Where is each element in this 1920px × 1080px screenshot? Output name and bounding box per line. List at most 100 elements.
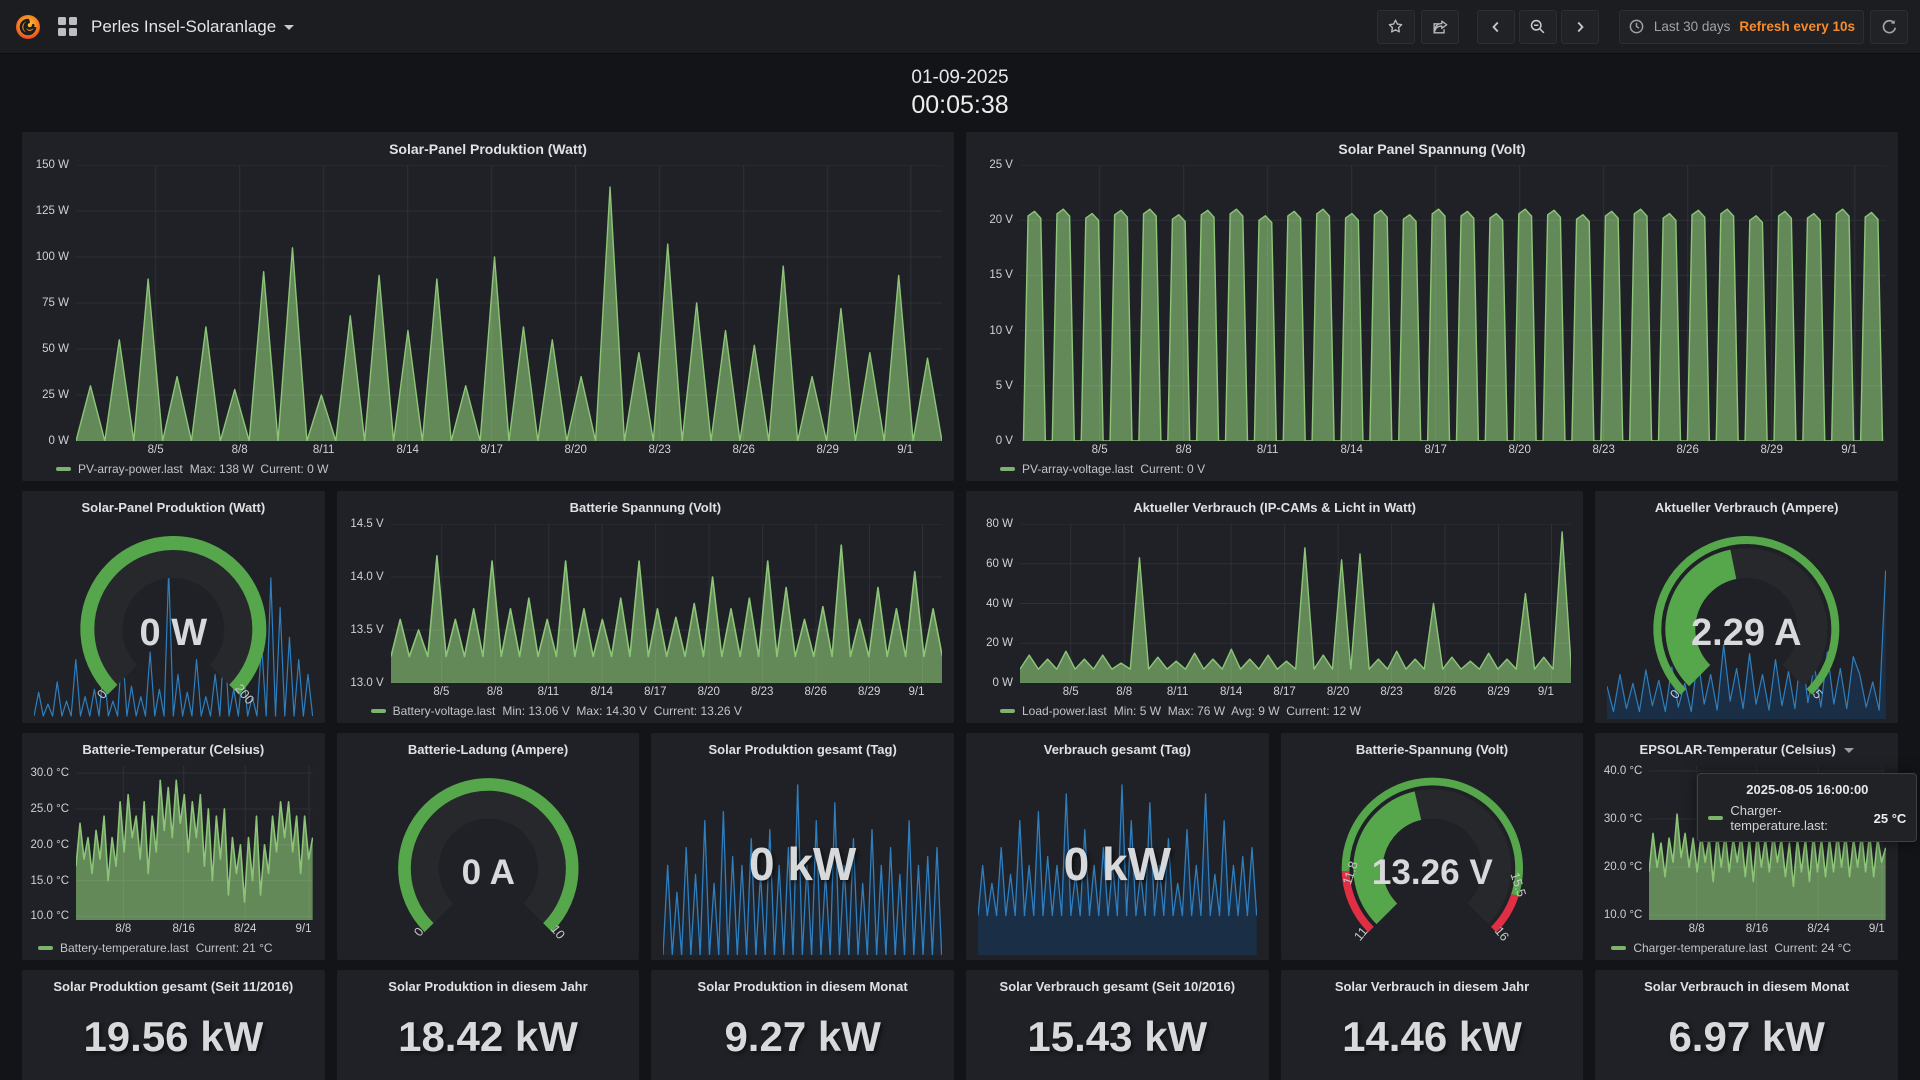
panel-title[interactable]: Solar Produktion gesamt (Tag) bbox=[708, 742, 897, 757]
top-bar: Perles Insel-Solaranlage bbox=[0, 0, 1920, 54]
stat-panel-consumption-year: Solar Verbrauch in diesem Jahr 14.46 kW bbox=[1280, 970, 1584, 1080]
dashboard-title-picker[interactable]: Perles Insel-Solaranlage bbox=[91, 17, 295, 37]
series-color-dash bbox=[1611, 945, 1627, 950]
legend[interactable]: PV-array-voltage.last Current: 0 V bbox=[974, 458, 1890, 479]
star-button[interactable] bbox=[1376, 9, 1415, 44]
tooltip-value: 25 °C bbox=[1873, 810, 1907, 826]
stat-panel-consumption-month: Solar Verbrauch in diesem Monat 6.97 kW bbox=[1595, 970, 1898, 1080]
series-color-dash bbox=[999, 708, 1015, 713]
legend[interactable]: PV-array-power.last Max: 138 W Current: … bbox=[30, 458, 946, 479]
series-stats: Current: 0 V bbox=[1140, 461, 1206, 476]
panel-title[interactable]: Solar Produktion in diesem Jahr bbox=[388, 979, 588, 994]
series-stats: Min: 13.06 V Max: 14.30 V Current: 13.26… bbox=[502, 703, 742, 718]
chevron-left-icon bbox=[1492, 21, 1499, 32]
svg-text:11: 11 bbox=[1351, 924, 1370, 943]
time-range-label: Last 30 days bbox=[1653, 19, 1731, 34]
battery-temperature-chart[interactable]: 30.0 °C 25.0 °C 20.0 °C 15.0 °C 10.0 °C 8/8 8/… bbox=[30, 767, 313, 935]
clock-time: 00:05:38 bbox=[911, 91, 1009, 119]
series-name[interactable]: Load-power.last bbox=[1021, 703, 1107, 718]
svg-text:11.8: 11.8 bbox=[1340, 859, 1361, 886]
time-range-picker[interactable]: Last 30 days Refresh every 10s bbox=[1618, 9, 1864, 44]
share-button[interactable] bbox=[1420, 9, 1459, 44]
legend[interactable]: Load-power.last Min: 5 W Max: 76 W Avg: … bbox=[974, 700, 1575, 721]
panel-title[interactable]: Solar Verbrauch in diesem Monat bbox=[1644, 979, 1850, 994]
clock-date: 01-09-2025 bbox=[911, 67, 1009, 88]
chart-area[interactable]: 0 kW bbox=[659, 763, 946, 958]
gauge: 0 200 0 W bbox=[30, 521, 317, 721]
refresh-interval-label: Refresh every 10s bbox=[1739, 19, 1855, 34]
svg-text:10: 10 bbox=[547, 922, 567, 942]
panel-pv-power: Solar-Panel Produktion (Watt) 150 W 125 W… bbox=[22, 132, 954, 481]
stat-panel-production-total: Solar Produktion gesamt (Seit 11/2016) 1… bbox=[22, 970, 325, 1080]
panel-pv-voltage: Solar Panel Spannung (Volt) 25 V 20 V 15 V… bbox=[965, 132, 1898, 481]
panel-menu-caret-icon[interactable] bbox=[1843, 748, 1854, 754]
time-back-button[interactable] bbox=[1476, 9, 1515, 44]
series-name[interactable]: Charger-temperature.last bbox=[1633, 940, 1768, 955]
series-name[interactable]: Battery-voltage.last bbox=[392, 703, 496, 718]
chart-area[interactable]: 0 kW bbox=[974, 763, 1261, 958]
epsolar-temperature-chart[interactable]: 40.0 °C 30.0 °C 20.0 °C 10.0 °C 8/8 8/16 8/24 9… bbox=[1603, 764, 1886, 935]
series-name[interactable]: Battery-temperature.last bbox=[60, 940, 189, 955]
panel-title[interactable]: Solar Produktion gesamt (Seit 11/2016) bbox=[53, 979, 294, 994]
star-icon bbox=[1389, 19, 1403, 33]
stat-value: 6.97 kW bbox=[1668, 1013, 1825, 1060]
series-stats: Current: 21 °C bbox=[195, 940, 273, 955]
grafana-logo[interactable] bbox=[12, 11, 44, 43]
panel-title[interactable]: Verbrauch gesamt (Tag) bbox=[1043, 742, 1191, 757]
panel-title[interactable]: Solar Panel Spannung (Volt) bbox=[1338, 141, 1526, 157]
panel-title[interactable]: Batterie-Ladung (Ampere) bbox=[407, 742, 569, 757]
stat-value: 14.46 kW bbox=[1342, 1013, 1522, 1060]
gauge: 11 11.8 15.5 16 13.26 V bbox=[1289, 763, 1576, 958]
gauge-area: 0 10 0 A bbox=[345, 763, 632, 958]
panel-title[interactable]: Aktueller Verbrauch (IP-CAMs & Licht in … bbox=[1133, 500, 1416, 515]
sparkline bbox=[34, 563, 313, 719]
series-color-dash bbox=[1708, 816, 1724, 820]
stat-value: 18.42 kW bbox=[398, 1013, 578, 1060]
panel-title[interactable]: Batterie-Temperatur (Celsius) bbox=[82, 742, 265, 757]
panel-title[interactable]: Batterie Spannung (Volt) bbox=[569, 500, 722, 515]
zoom-out-button[interactable] bbox=[1518, 9, 1557, 44]
stat-value: 15.43 kW bbox=[1027, 1013, 1208, 1060]
panel-title-text: EPSOLAR-Temperatur (Celsius) bbox=[1639, 742, 1836, 757]
panel-title[interactable]: Solar Verbrauch in diesem Jahr bbox=[1334, 979, 1530, 994]
panel-title[interactable]: EPSOLAR-Temperatur (Celsius) bbox=[1603, 737, 1890, 763]
gauge-area: 11 11.8 15.5 16 13.26 V bbox=[1289, 763, 1576, 958]
chart-tooltip: 2025-08-05 16:00:00 Charger-temperature.… bbox=[1697, 773, 1918, 842]
legend[interactable]: Battery-voltage.last Min: 13.06 V Max: 1… bbox=[345, 700, 946, 721]
svg-text:16: 16 bbox=[1491, 924, 1511, 944]
share-icon bbox=[1433, 19, 1448, 34]
refresh-button[interactable] bbox=[1870, 9, 1908, 44]
series-name[interactable]: PV-array-power.last bbox=[78, 461, 183, 476]
panel-battery-voltage-gauge: Batterie-Spannung (Volt) 11 11.8 15.5 16 13.… bbox=[1280, 733, 1584, 960]
series-color-dash bbox=[999, 466, 1015, 471]
legend[interactable]: Battery-temperature.last Current: 21 °C bbox=[30, 937, 317, 958]
stat-value: 9.27 kW bbox=[724, 1013, 881, 1060]
svg-text:2.29 A: 2.29 A bbox=[1691, 612, 1802, 654]
dashboard-grid: Solar-Panel Produktion (Watt) 150 W 125 W… bbox=[0, 132, 1920, 1080]
consumption-day-chart bbox=[977, 767, 1257, 955]
legend[interactable]: Charger-temperature.last Current: 24 °C bbox=[1603, 937, 1890, 958]
tooltip-series-name: Charger-temperature.last: bbox=[1730, 803, 1828, 833]
panel-epsolar-temperature: EPSOLAR-Temperatur (Celsius) 40.0 °C 30.0… bbox=[1595, 733, 1918, 960]
battery-voltage-chart[interactable]: 14.5 V 14.0 V 13.5 V 13.0 V 8/5 8/8 8/11 8/14 8/… bbox=[345, 518, 942, 700]
panel-title[interactable]: Aktueller Verbrauch (Ampere) bbox=[1654, 500, 1839, 515]
caret-down-icon bbox=[284, 25, 295, 30]
tooltip-timestamp: 2025-08-05 16:00:00 bbox=[1746, 782, 1869, 797]
panel-title[interactable]: Solar Produktion in diesem Monat bbox=[697, 979, 908, 994]
stat-panel-production-year: Solar Produktion in diesem Jahr 18.42 kW bbox=[336, 970, 640, 1080]
stat-value: 19.56 kW bbox=[83, 1013, 264, 1060]
svg-text:15.5: 15.5 bbox=[1507, 871, 1528, 899]
panel-title[interactable]: Solar Verbrauch gesamt (Seit 10/2016) bbox=[999, 979, 1236, 994]
stat-panel-production-month: Solar Produktion in diesem Monat 9.27 kW bbox=[651, 970, 954, 1080]
stat-panel-consumption-total: Solar Verbrauch gesamt (Seit 10/2016) 15… bbox=[965, 970, 1269, 1080]
panel-title[interactable]: Solar-Panel Produktion (Watt) bbox=[389, 141, 587, 157]
series-name[interactable]: PV-array-voltage.last bbox=[1021, 461, 1134, 476]
dashboards-grid-icon[interactable] bbox=[58, 17, 77, 36]
time-forward-button[interactable] bbox=[1560, 9, 1599, 44]
series-stats: Current: 24 °C bbox=[1774, 940, 1852, 955]
panel-title[interactable]: Solar-Panel Produktion (Watt) bbox=[81, 500, 266, 515]
panel-title[interactable]: Batterie-Spannung (Volt) bbox=[1355, 742, 1509, 757]
